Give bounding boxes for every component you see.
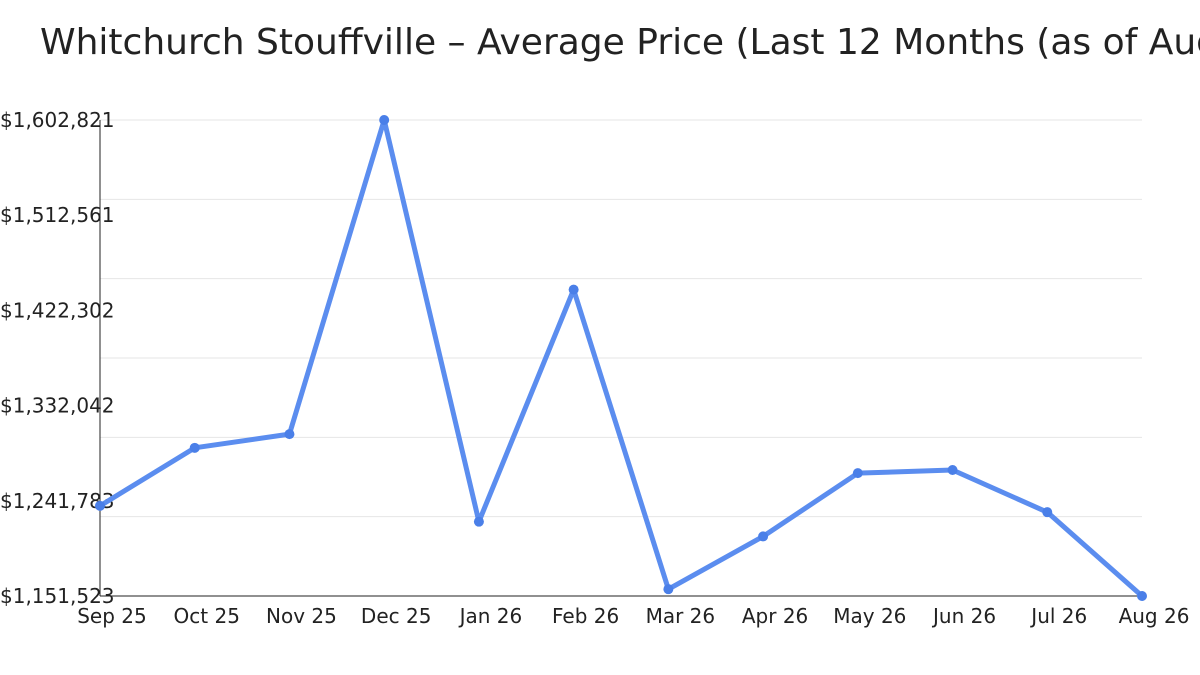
data-point[interactable] (852, 468, 863, 479)
x-tick-label: Jan 26 (458, 604, 523, 628)
x-tick-label: Feb 26 (552, 604, 619, 628)
data-point[interactable] (284, 429, 295, 440)
x-tick-label: Mar 26 (646, 604, 716, 628)
data-point[interactable] (568, 284, 579, 295)
data-point[interactable] (947, 464, 958, 475)
chart-title: Whitchurch Stouffville – Average Price (… (40, 22, 1200, 63)
data-point[interactable] (473, 516, 484, 527)
x-tick-label: Oct 25 (174, 604, 240, 628)
x-tick-label: Nov 25 (266, 604, 337, 628)
y-tick-labels: $1,151,523 $1,241,783 $1,332,042 $1,422,302… (0, 108, 115, 608)
x-tick-label: Jun 26 (931, 604, 996, 628)
x-tick-label: Dec 25 (361, 604, 432, 628)
y-tick-label: $1,332,042 (0, 394, 115, 418)
x-tick-label: Aug 26 (1119, 604, 1190, 628)
data-point[interactable] (95, 500, 105, 511)
data-point[interactable] (379, 115, 390, 125)
x-tick-label: Apr 26 (742, 604, 808, 628)
axes (99, 120, 1142, 597)
y-tick-label: $1,512,561 (0, 203, 115, 227)
data-point[interactable] (1137, 591, 1147, 601)
y-tick-label: $1,241,783 (0, 489, 115, 513)
data-point[interactable] (1042, 507, 1053, 518)
y-tick-label: $1,602,821 (0, 108, 115, 132)
series-line (97, 117, 1145, 599)
y-tick-label: $1,422,302 (0, 298, 115, 322)
gridlines (100, 119, 1142, 518)
series (95, 115, 1147, 601)
data-point[interactable] (189, 442, 200, 453)
x-tick-label: Sep 25 (77, 604, 147, 628)
y-tick-label: $1,151,523 (0, 584, 115, 608)
x-tick-labels: Sep 25 Oct 25 Nov 25 Dec 25 Jan 26 Feb 26 Mar … (77, 604, 1189, 628)
data-point[interactable] (758, 531, 769, 542)
x-tick-label: May 26 (833, 604, 906, 628)
data-point[interactable] (663, 584, 674, 595)
x-tick-label: Jul 26 (1029, 604, 1087, 628)
